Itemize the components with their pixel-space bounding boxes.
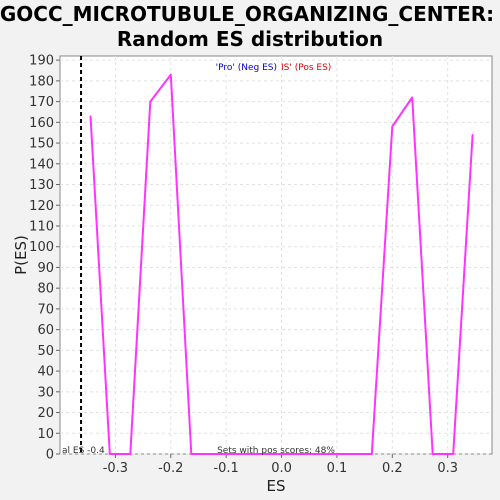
data-point <box>169 73 172 76</box>
y-tick-label: 170 <box>29 95 54 110</box>
y-tick-label: 10 <box>37 427 54 442</box>
y-tick-label: 60 <box>37 323 54 338</box>
y-tick-label: 100 <box>29 240 54 255</box>
y-tick-label: 20 <box>37 406 54 421</box>
chart-title-line2: Random ES distribution <box>117 27 383 51</box>
actual-es-label: al ES -0.4 <box>62 446 105 456</box>
chart-title-line1: GOCC_MICROTUBULE_ORGANIZING_CENTER: <box>0 2 494 26</box>
data-point <box>411 96 414 99</box>
data-point <box>452 453 455 455</box>
y-tick-label: 30 <box>37 385 54 400</box>
x-tick-label: -0.3 <box>103 461 128 476</box>
y-tick-label: 40 <box>37 365 54 380</box>
x-tick-label: -0.1 <box>213 461 238 476</box>
y-tick-label: 130 <box>29 178 54 193</box>
x-tick-label: 0.1 <box>327 461 348 476</box>
data-point <box>371 453 373 455</box>
x-tick-label: -0.2 <box>158 461 183 476</box>
axes: 0 10 20 30 40 50 60 70 80 90 100 110 120 130 140 150 160… <box>29 54 458 476</box>
y-tick-label: 190 <box>29 54 54 69</box>
data-point <box>210 453 212 455</box>
y-axis-label: P(ES) <box>12 235 30 275</box>
data-point <box>431 453 434 455</box>
y-tick-label: 120 <box>29 199 54 214</box>
x-tick-label: 0.0 <box>271 461 292 476</box>
y-tick-label: 90 <box>37 261 54 276</box>
data-point <box>129 453 132 455</box>
data-point <box>190 453 193 455</box>
data-point <box>149 100 152 103</box>
x-tick-label: 0.2 <box>382 461 403 476</box>
footer-pos-scores: Sets with pos scores: 48% <box>217 446 335 456</box>
y-tick-label: 80 <box>37 282 54 297</box>
data-point <box>391 125 394 128</box>
data-point <box>471 133 474 136</box>
y-tick-label: 0 <box>46 448 54 463</box>
y-tick-label: 140 <box>29 157 54 172</box>
x-tick-label: 0.3 <box>437 461 458 476</box>
data-point <box>109 453 111 455</box>
y-tick-label: 150 <box>29 137 54 152</box>
y-tick-label: 70 <box>37 302 54 317</box>
legend-pos-label: IS' (Pos ES) <box>281 63 331 73</box>
data-series <box>80 56 474 455</box>
y-tick-label: 180 <box>29 74 54 89</box>
y-tick-label: 50 <box>37 344 54 359</box>
plot-area <box>59 55 493 455</box>
y-tick-label: 160 <box>29 116 54 131</box>
y-tick-label: 110 <box>29 219 54 234</box>
legend-neg-label: 'Pro' (Neg ES) <box>216 63 277 73</box>
data-point <box>89 115 92 117</box>
x-axis-label: ES <box>267 477 286 495</box>
